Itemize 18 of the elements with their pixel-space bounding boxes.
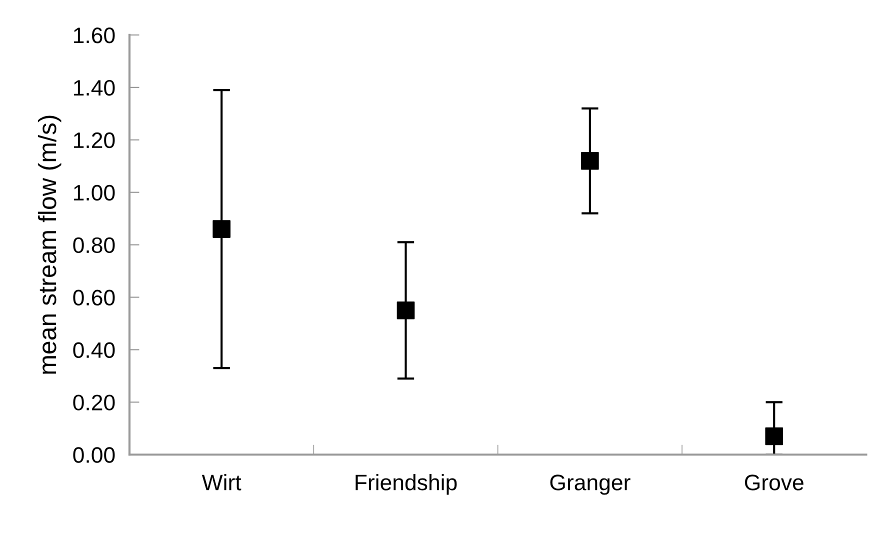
- y-axis-title: mean stream flow (m/s): [38, 116, 62, 374]
- y-tick-label: 0.20: [73, 394, 115, 410]
- y-tick-label: 1.40: [74, 80, 115, 96]
- y-tick-label: 0.80: [73, 237, 115, 254]
- point: [581, 152, 599, 170]
- y-tick-label: 1.60: [74, 28, 115, 44]
- y-tick-label: 0.60: [73, 290, 115, 306]
- y-tick-label: 1.20: [74, 132, 115, 148]
- y-tick-label: 1.00: [74, 184, 115, 201]
- point: [765, 427, 784, 446]
- point: [212, 220, 230, 238]
- point: [396, 301, 415, 320]
- y-tick-label: 0.40: [73, 342, 115, 358]
- x-tick-label: Wirt: [202, 474, 242, 490]
- x-tick-label: Friendship: [356, 474, 457, 495]
- x-tick-label: Grove: [744, 474, 804, 490]
- x-tick-label: Granger: [550, 474, 630, 495]
- y-tick-label: 0.00: [73, 447, 115, 463]
